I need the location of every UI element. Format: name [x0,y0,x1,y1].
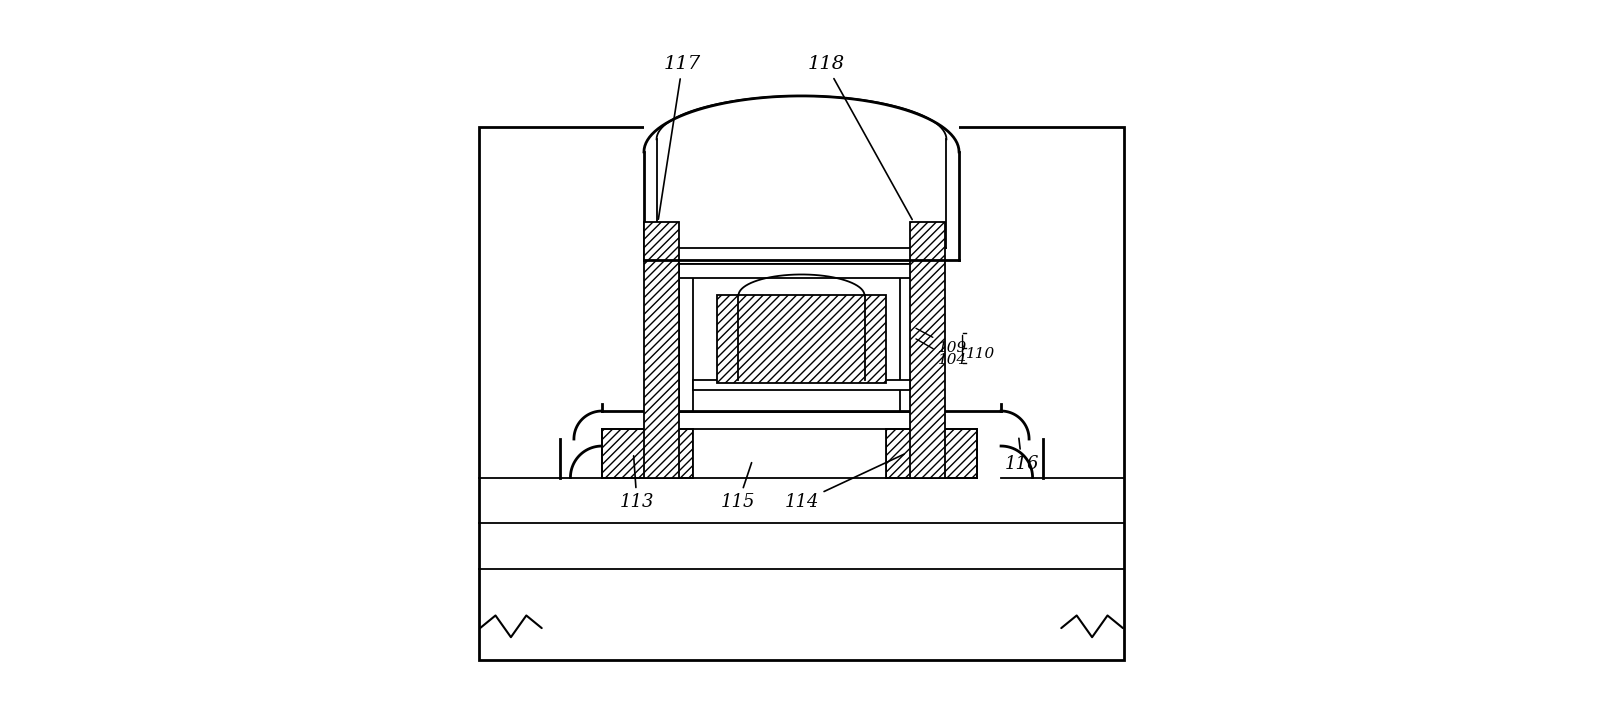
Text: 114: 114 [784,454,904,511]
Text: 113: 113 [620,456,654,511]
Bar [644,222,680,261]
Bar [603,429,692,477]
Bar [911,261,946,477]
Bar [899,264,914,411]
Bar [911,222,946,261]
Polygon shape [559,411,1044,477]
Bar [680,264,923,278]
Bar [692,429,885,477]
Bar [718,295,885,383]
Bar [644,96,959,261]
Text: 118: 118 [808,56,912,219]
Text: 109: 109 [915,328,967,355]
Bar [680,264,692,411]
Bar [680,264,923,411]
Bar [885,429,976,477]
Text: 110: 110 [967,347,995,361]
Bar [692,380,911,390]
Text: 115: 115 [721,463,755,511]
Bar [479,127,1124,659]
Text: 104: 104 [915,339,967,367]
Bar [644,261,680,477]
Text: 117: 117 [659,56,701,219]
Text: 116: 116 [1005,438,1039,472]
